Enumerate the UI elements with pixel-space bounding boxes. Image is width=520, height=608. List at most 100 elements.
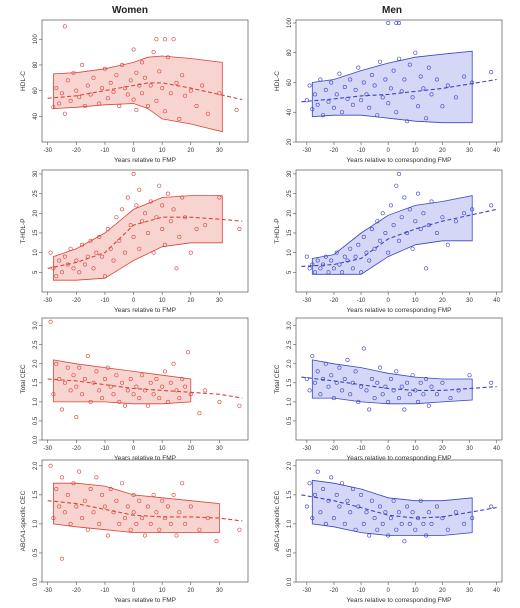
data-point	[340, 481, 345, 486]
data-point	[340, 270, 345, 275]
x-tick-label: 10	[159, 588, 166, 594]
data-point	[59, 556, 64, 561]
data-point	[51, 392, 56, 397]
y-tick-label: 2.0	[287, 359, 293, 368]
y-tick-label: 20	[287, 209, 293, 216]
data-point	[345, 258, 350, 263]
data-point	[128, 223, 133, 228]
data-point	[429, 199, 434, 204]
y-tick-label: 25	[33, 190, 39, 197]
x-tick-label: 40	[493, 588, 500, 594]
data-point	[391, 223, 396, 228]
data-point	[329, 258, 334, 263]
data-point	[165, 399, 170, 404]
data-point	[65, 492, 70, 497]
data-point	[334, 92, 339, 97]
y-tick-label: 30	[33, 170, 39, 177]
data-point	[65, 78, 70, 83]
y-tick-label: 5	[33, 270, 39, 274]
data-point	[217, 91, 222, 96]
data-point	[340, 110, 345, 115]
data-point	[394, 183, 399, 188]
data-point	[88, 399, 93, 404]
data-point	[405, 504, 410, 509]
data-point	[405, 119, 410, 124]
data-point	[114, 215, 119, 220]
data-point	[148, 83, 153, 88]
data-point	[123, 250, 128, 255]
data-point	[88, 238, 93, 243]
data-point	[372, 516, 377, 521]
data-point	[434, 77, 439, 82]
data-point	[160, 203, 165, 208]
data-point	[85, 527, 90, 532]
data-point	[413, 527, 418, 532]
x-tick-label: 0	[386, 148, 390, 154]
confidence-band	[311, 195, 473, 275]
data-point	[470, 207, 475, 212]
data-point	[94, 369, 99, 374]
data-point	[489, 203, 494, 208]
data-point	[310, 516, 315, 521]
data-point	[117, 104, 122, 109]
panel-women-hdl-c: -30 -20 -10 0 10 20 30 40 60 80 100 Years relative …	[20, 19, 249, 164]
data-point	[331, 105, 336, 110]
data-point	[315, 369, 320, 374]
data-point	[434, 504, 439, 509]
data-point	[304, 98, 309, 103]
data-point	[131, 492, 136, 497]
data-point	[177, 116, 182, 121]
panel-men-hdl-c: -30 -20 -10 0 10 20 30 40 20 40 60 80 100 Years relat…	[274, 17, 503, 164]
data-point	[342, 254, 347, 259]
data-point	[350, 102, 355, 107]
plot-frame	[295, 317, 503, 441]
data-point	[108, 80, 113, 85]
data-point	[128, 376, 133, 381]
plot-frame	[41, 169, 249, 293]
data-point	[402, 195, 407, 200]
data-point	[424, 533, 429, 538]
x-tick-label: 10	[412, 148, 419, 154]
data-point	[369, 227, 374, 232]
data-point	[364, 388, 369, 393]
data-point	[105, 96, 110, 101]
data-point	[462, 211, 467, 216]
data-point	[62, 510, 67, 515]
data-point	[369, 498, 374, 503]
data-point	[353, 369, 358, 374]
data-point	[405, 380, 410, 385]
data-point	[160, 227, 165, 232]
data-point	[348, 246, 353, 251]
y-tick-label: 15	[287, 229, 293, 236]
data-point	[59, 270, 64, 275]
data-point	[137, 396, 142, 401]
data-point	[200, 83, 205, 88]
data-point	[57, 101, 62, 106]
data-point	[377, 59, 382, 64]
x-tick-label: -10	[101, 446, 110, 452]
x-tick-label: -10	[101, 588, 110, 594]
data-point	[445, 83, 450, 88]
data-point	[117, 521, 122, 526]
data-point	[80, 242, 85, 247]
data-point	[134, 203, 139, 208]
data-point	[321, 486, 326, 491]
data-point	[386, 533, 391, 538]
data-point	[157, 69, 162, 74]
data-point	[185, 350, 190, 355]
data-point	[183, 384, 188, 389]
y-tick-label: 0.5	[33, 548, 39, 557]
data-point	[91, 510, 96, 515]
data-point	[361, 80, 366, 85]
data-point	[456, 388, 461, 393]
data-point	[467, 373, 472, 378]
data-point	[143, 211, 148, 216]
data-point	[82, 498, 87, 503]
x-axis-label: Years relative to FMP	[114, 157, 176, 164]
data-point	[148, 521, 153, 526]
data-point	[310, 262, 315, 267]
data-point	[91, 266, 96, 271]
data-point	[445, 527, 450, 532]
x-tick-label: 0	[132, 446, 136, 452]
x-tick-label: -10	[357, 446, 366, 452]
